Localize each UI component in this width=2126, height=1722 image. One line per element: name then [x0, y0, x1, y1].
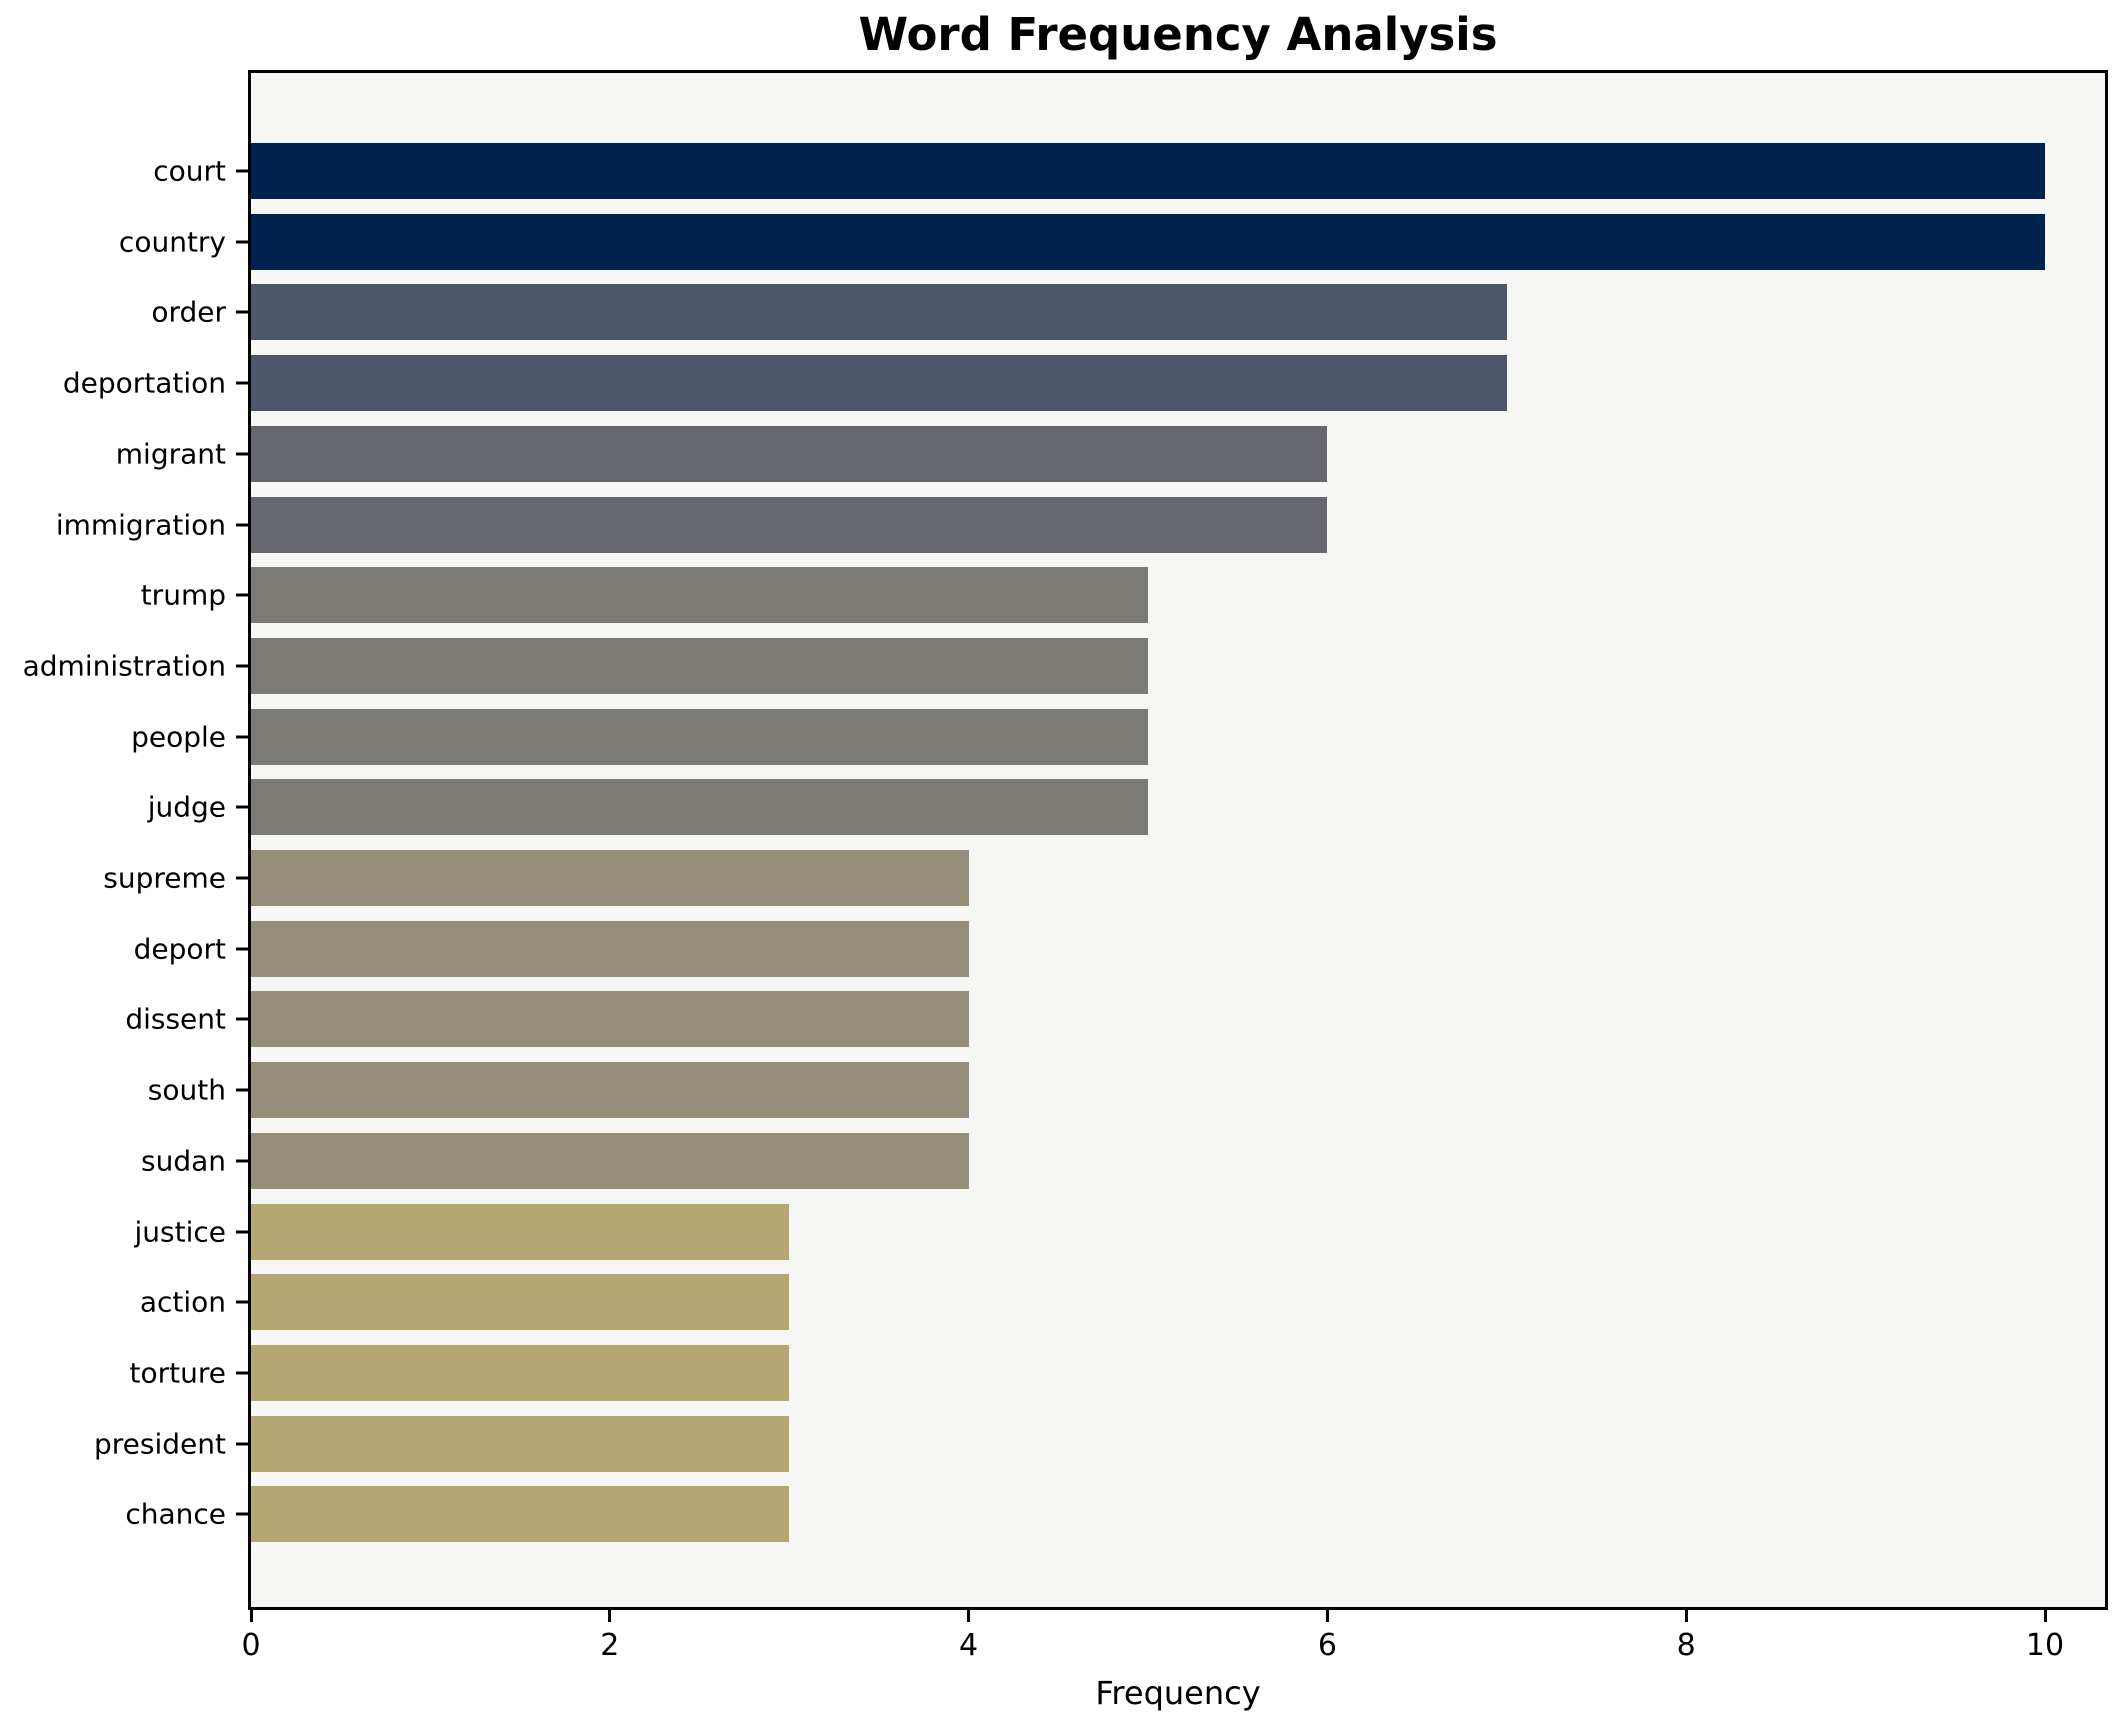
bar-action [251, 1274, 790, 1331]
y-tick-mark [236, 593, 248, 597]
chart-title: Word Frequency Analysis [858, 8, 1498, 61]
bar-south [251, 1062, 969, 1119]
y-tick-label-country: country [118, 225, 226, 259]
y-tick-mark [236, 1300, 248, 1304]
x-tick-mark [1684, 1610, 1688, 1622]
x-tick-label-8: 8 [1676, 1628, 1696, 1663]
bar-order [251, 284, 1507, 341]
x-tick-label-4: 4 [959, 1628, 979, 1663]
y-tick-mark [236, 169, 248, 173]
bar-torture [251, 1344, 790, 1401]
bar-chance [251, 1486, 790, 1543]
y-tick-label-court: court [153, 154, 226, 188]
x-tick-label-0: 0 [241, 1628, 261, 1663]
y-tick-label-dissent: dissent [125, 1002, 226, 1036]
x-tick-mark [608, 1610, 612, 1622]
x-tick-mark [967, 1610, 971, 1622]
bar-immigration [251, 496, 1328, 553]
y-tick-mark [236, 664, 248, 668]
y-tick-mark [236, 735, 248, 739]
y-tick-label-justice: justice [134, 1215, 227, 1248]
y-tick-mark [236, 947, 248, 951]
y-tick-label-action: action [139, 1285, 226, 1319]
x-tick-mark [2043, 1610, 2047, 1622]
bar-administration [251, 637, 1148, 694]
y-tick-label-president: president [94, 1427, 226, 1461]
y-tick-mark [236, 1442, 248, 1446]
x-tick-mark [249, 1610, 253, 1622]
x-axis-ticks [249, 1610, 2105, 1622]
y-tick-mark [236, 452, 248, 456]
bar-judge [251, 779, 1148, 836]
y-tick-mark [236, 1159, 248, 1163]
y-tick-mark [236, 1088, 248, 1092]
y-tick-label-administration: administration [22, 649, 226, 683]
y-tick-mark [236, 805, 248, 809]
y-tick-label-torture: torture [129, 1356, 226, 1390]
y-tick-label-order: order [151, 295, 226, 329]
x-tick-label-10: 10 [2025, 1628, 2065, 1663]
y-tick-mark [236, 876, 248, 880]
bar-court [251, 143, 2045, 199]
y-tick-label-deportation: deportation [62, 366, 226, 400]
bar-supreme [251, 850, 969, 906]
x-tick-label-2: 2 [600, 1628, 620, 1663]
plot-area [248, 70, 2108, 1610]
y-tick-label-deport: deport [133, 932, 226, 966]
y-tick-label-judge: judge [147, 790, 226, 824]
bar-justice [251, 1203, 790, 1260]
y-axis-labels: court country order deportation migrant immig… [0, 73, 226, 1607]
y-tick-mark [236, 240, 248, 244]
y-tick-mark [236, 381, 248, 385]
bar-president [251, 1415, 790, 1472]
x-axis-label: Frequency [1095, 1674, 1261, 1712]
x-tick-label-6: 6 [1317, 1628, 1337, 1663]
y-tick-label-migrant: migrant [115, 437, 226, 471]
bar-deport [251, 920, 969, 977]
x-axis-tick-labels: 0 2 4 6 8 10 [241, 1628, 2105, 1668]
bar-dissent [251, 991, 969, 1048]
y-tick-label-immigration: immigration [55, 508, 226, 541]
bar-people [251, 708, 1148, 765]
bar-country [251, 213, 2045, 270]
bar-trump [251, 567, 1148, 624]
bar-sudan [251, 1132, 969, 1189]
y-tick-mark [236, 1230, 248, 1233]
y-axis-ticks [236, 73, 248, 1607]
y-tick-mark [236, 1371, 248, 1375]
y-tick-label-trump: trump [140, 578, 226, 612]
y-tick-label-people: people [131, 720, 226, 754]
y-tick-mark [236, 1017, 248, 1021]
bar-deportation [251, 355, 1507, 412]
y-tick-mark [236, 1512, 248, 1516]
y-tick-label-sudan: sudan [140, 1144, 226, 1178]
y-tick-label-south: south [147, 1073, 226, 1107]
bar-migrant [251, 425, 1328, 482]
y-tick-label-supreme: supreme [103, 861, 226, 895]
y-tick-label-chance: chance [125, 1497, 226, 1531]
y-tick-mark [236, 523, 248, 526]
y-tick-mark [236, 310, 248, 314]
x-tick-mark [1325, 1610, 1329, 1622]
